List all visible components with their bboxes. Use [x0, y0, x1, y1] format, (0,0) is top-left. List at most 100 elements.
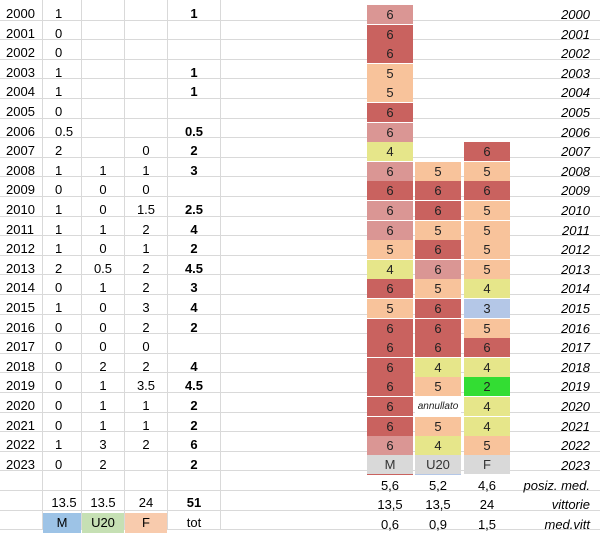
- label-f[interactable]: F: [125, 512, 167, 533]
- heat-cell[interactable]: 6: [367, 357, 413, 377]
- heat-cell[interactable]: 6: [415, 259, 461, 279]
- heat-cell[interactable]: 5: [415, 161, 461, 181]
- m-cell[interactable]: 1: [55, 84, 63, 100]
- year-cell[interactable]: 2018: [6, 358, 35, 374]
- u20-cell[interactable]: [82, 24, 124, 44]
- m-cell[interactable]: 1: [55, 221, 63, 237]
- year-cell[interactable]: 2000: [6, 6, 35, 21]
- u20-cell[interactable]: 0: [99, 300, 107, 315]
- heat-cell[interactable]: 4: [415, 436, 461, 456]
- f-cell[interactable]: 2: [142, 280, 150, 296]
- heat-cell[interactable]: 5: [464, 161, 510, 181]
- f-cell[interactable]: 1: [142, 417, 150, 433]
- heat-cell[interactable]: annullato: [415, 397, 461, 416]
- u20-cell[interactable]: 0: [99, 182, 107, 198]
- m-cell[interactable]: 1: [55, 162, 63, 178]
- heat-cell[interactable]: 5: [415, 279, 461, 299]
- label-tot[interactable]: tot: [186, 514, 202, 530]
- heat-cell[interactable]: 4: [464, 279, 510, 299]
- u20-cell[interactable]: [82, 4, 124, 24]
- heat-cell[interactable]: 6: [367, 103, 413, 122]
- sum-f-cell[interactable]: 24: [138, 495, 154, 510]
- u20-cell[interactable]: 0.5: [93, 260, 113, 276]
- m-cell[interactable]: 0: [55, 104, 63, 119]
- heat-cell[interactable]: 6: [415, 318, 461, 338]
- year-cell[interactable]: 2010: [6, 202, 35, 217]
- total-cell[interactable]: 4.5: [184, 378, 204, 394]
- m-cell[interactable]: 0: [55, 280, 63, 296]
- total-cell[interactable]: 2: [190, 143, 198, 159]
- f-cell[interactable]: 0: [142, 143, 150, 159]
- heat-cell[interactable]: 6: [367, 377, 413, 397]
- year-cell[interactable]: 2002: [6, 45, 35, 61]
- u20-cell[interactable]: [82, 102, 124, 122]
- year-cell[interactable]: 2008: [6, 162, 35, 178]
- total-cell[interactable]: 2: [190, 319, 198, 335]
- u20-cell[interactable]: 0: [99, 202, 107, 217]
- u20-cell[interactable]: [82, 122, 124, 142]
- heat-cell[interactable]: 6: [464, 142, 510, 162]
- heat-cell[interactable]: 5: [415, 416, 461, 436]
- sum-total-cell[interactable]: 51: [186, 495, 202, 510]
- total-cell[interactable]: [168, 180, 220, 200]
- m-cell[interactable]: 1: [55, 300, 63, 315]
- m-cell[interactable]: 1: [55, 437, 63, 453]
- heat-cell[interactable]: 4: [367, 142, 413, 162]
- heat-cell[interactable]: 6: [367, 24, 413, 44]
- year-cell[interactable]: 2001: [6, 25, 35, 41]
- f-cell[interactable]: 1: [142, 398, 150, 413]
- heat-cell[interactable]: 6: [367, 161, 413, 181]
- year-cell[interactable]: 2021: [6, 417, 35, 433]
- heat-cell[interactable]: 4: [464, 416, 510, 436]
- heat-cell[interactable]: 4: [464, 397, 510, 416]
- total-cell[interactable]: [168, 43, 220, 63]
- f-cell[interactable]: [125, 102, 167, 122]
- u20-cell[interactable]: 0: [99, 339, 107, 355]
- f-cell[interactable]: [125, 43, 167, 63]
- f-cell[interactable]: [125, 63, 167, 83]
- total-cell[interactable]: [168, 337, 220, 357]
- f-cell[interactable]: 2: [142, 260, 150, 276]
- stat-value[interactable]: 0,9: [428, 516, 448, 532]
- stat-value[interactable]: 13,5: [425, 497, 451, 513]
- u20-cell[interactable]: 2: [99, 456, 107, 472]
- u20-cell[interactable]: 1: [99, 221, 107, 237]
- total-cell[interactable]: 4: [190, 300, 198, 315]
- u20-cell[interactable]: 1: [99, 280, 107, 296]
- year-cell[interactable]: 2009: [6, 182, 35, 198]
- year-cell[interactable]: 2012: [6, 241, 35, 257]
- heat-cell[interactable]: 6: [367, 279, 413, 299]
- heat-cell[interactable]: 4: [367, 259, 413, 279]
- f-cell[interactable]: [125, 24, 167, 44]
- total-cell[interactable]: 2.5: [184, 202, 204, 217]
- stat-value[interactable]: 4,6: [477, 477, 497, 493]
- m-cell[interactable]: 0: [55, 25, 63, 41]
- year-cell[interactable]: 2011: [6, 221, 34, 237]
- stat-value[interactable]: 1,5: [477, 516, 497, 532]
- u20-cell[interactable]: 3: [99, 437, 107, 453]
- total-cell[interactable]: 4: [190, 221, 198, 237]
- u20-cell[interactable]: 0: [99, 319, 107, 335]
- heat-cell[interactable]: 6: [367, 338, 413, 358]
- year-cell[interactable]: 2007: [6, 143, 35, 159]
- heat-cell[interactable]: 5: [464, 436, 510, 456]
- stat-value[interactable]: 5,6: [380, 477, 400, 493]
- year-cell[interactable]: 2013: [6, 260, 35, 276]
- f-cell[interactable]: 3: [142, 300, 150, 315]
- year-cell[interactable]: 2014: [6, 280, 35, 296]
- year-cell[interactable]: 2023: [6, 456, 35, 472]
- heat-cell[interactable]: 6: [415, 240, 461, 260]
- total-cell[interactable]: 0.5: [184, 123, 204, 139]
- total-cell[interactable]: [168, 24, 220, 44]
- heat-cell[interactable]: 5: [464, 240, 510, 260]
- m-cell[interactable]: 2: [55, 143, 63, 159]
- u20-cell[interactable]: [82, 63, 124, 83]
- year-cell[interactable]: 2020: [6, 398, 35, 413]
- total-cell[interactable]: 1: [190, 6, 198, 21]
- m-cell[interactable]: 0: [55, 417, 63, 433]
- f-cell[interactable]: [125, 82, 167, 102]
- m-cell[interactable]: 0: [55, 45, 63, 61]
- f-cell[interactable]: 3.5: [136, 378, 156, 394]
- year-cell[interactable]: 2004: [6, 84, 35, 100]
- m-cell[interactable]: 1: [55, 6, 63, 21]
